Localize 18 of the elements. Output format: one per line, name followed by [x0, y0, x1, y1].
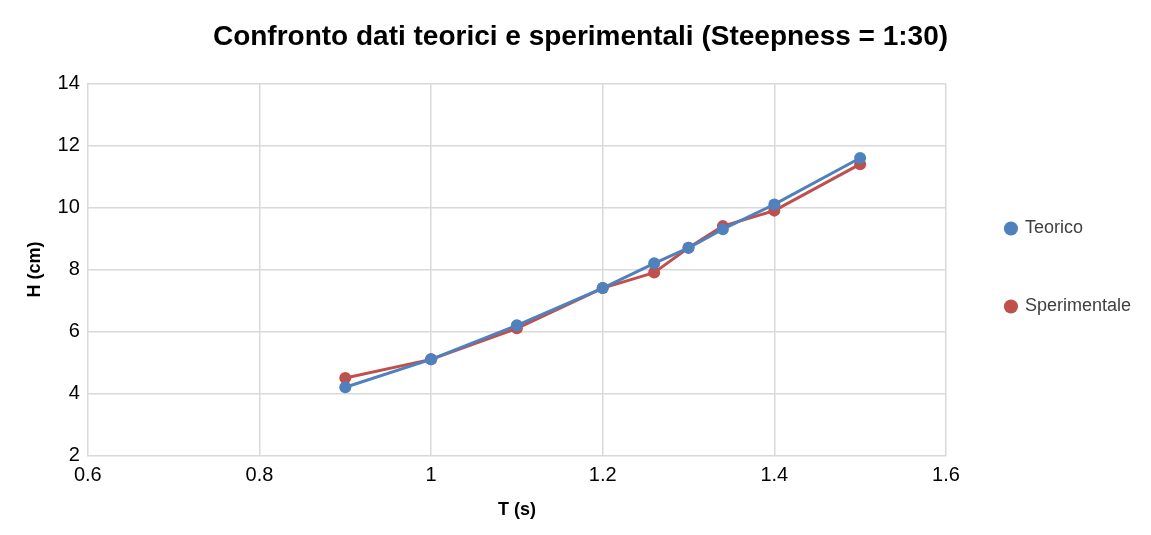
x-axis-title: T (s)	[497, 499, 536, 520]
y-tick-label: 2	[68, 442, 80, 465]
legend-label: Sperimentale	[1024, 295, 1131, 316]
y-tick-label: 4	[68, 380, 80, 403]
y-tick-label: 14	[57, 71, 80, 94]
y-tick-label: 8	[68, 257, 80, 280]
y-tick-label: 12	[57, 133, 80, 156]
x-tick-label: 1.2	[588, 462, 617, 485]
y-axis-title: H (cm)	[23, 241, 44, 298]
legend-label: Teorico	[1024, 217, 1083, 238]
x-tick-label: 1.4	[760, 462, 789, 485]
x-tick-label: 1	[425, 462, 437, 485]
y-tick-label: 6	[68, 318, 80, 341]
y-tick-label: 10	[57, 195, 80, 218]
chart-title: Confronto dati teorici e sperimentali (Steepness = 1:30)	[212, 19, 949, 51]
x-tick-label: 0.6	[73, 462, 102, 485]
x-tick-label: 0.8	[245, 462, 274, 485]
x-tick-label: 1.6	[932, 462, 960, 485]
